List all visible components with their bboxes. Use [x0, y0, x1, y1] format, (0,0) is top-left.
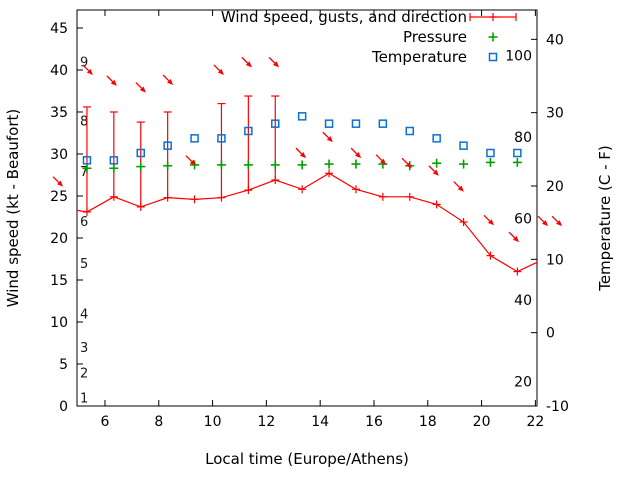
x-axis-ticks: 6 8 10 12 14 16 18 20 22	[101, 10, 544, 430]
svg-text:20: 20	[514, 375, 532, 391]
svg-text:16: 16	[365, 414, 383, 430]
y-right-axis-title: Temperature (C - F)	[596, 145, 614, 292]
svg-text:35: 35	[50, 105, 68, 121]
y-left-ticks: 0 5 10 15 20 25 30 35 40 45	[50, 21, 83, 415]
svg-text:10: 10	[546, 252, 564, 268]
svg-text:100: 100	[505, 49, 532, 65]
svg-text:18: 18	[419, 414, 437, 430]
legend-wind-label: Wind speed, gusts, and direction	[221, 8, 467, 26]
legend: Wind speed, gusts, and direction Pressur…	[221, 8, 467, 66]
svg-text:5: 5	[80, 257, 88, 272]
pressure-points	[82, 157, 522, 173]
svg-text:20: 20	[50, 231, 68, 247]
chart-graphics: 6 8 10 12 14 16 18 20 22051015202530354045-10010…	[50, 9, 569, 430]
svg-text:14: 14	[311, 414, 329, 430]
svg-text:0: 0	[59, 399, 68, 415]
wind-speed-line	[76, 169, 538, 276]
svg-text:20: 20	[473, 414, 491, 430]
beaufort-scale-labels: 1 2 3 4 5 6 7 8 9	[80, 56, 88, 407]
wind-gust-bars	[82, 95, 280, 212]
svg-text:8: 8	[80, 114, 88, 129]
temperature-points	[82, 112, 522, 165]
fahrenheit-scale-labels: 20 40 60 80 100	[505, 49, 532, 391]
svg-text:5: 5	[59, 357, 68, 373]
svg-text:10: 10	[50, 315, 68, 331]
wind-direction-arrows	[52, 56, 563, 243]
svg-text:9: 9	[80, 56, 88, 71]
svg-text:1: 1	[80, 392, 88, 407]
svg-text:10: 10	[204, 414, 222, 430]
svg-text:12: 12	[257, 414, 275, 430]
svg-text:6: 6	[80, 215, 88, 230]
svg-text:40: 40	[50, 63, 68, 79]
svg-text:45: 45	[50, 21, 68, 37]
y-left-axis-title: Wind speed (kt - Beaufort)	[4, 109, 22, 308]
svg-text:-10: -10	[546, 399, 569, 415]
svg-text:40: 40	[514, 293, 532, 309]
svg-text:3: 3	[80, 341, 88, 356]
svg-text:60: 60	[514, 212, 532, 228]
svg-text:4: 4	[80, 308, 88, 323]
svg-text:20: 20	[546, 179, 564, 195]
x-axis-title: Local time (Europe/Athens)	[205, 450, 409, 468]
svg-text:0: 0	[546, 326, 555, 342]
legend-temperature-label: Temperature	[371, 48, 467, 66]
svg-text:15: 15	[50, 273, 68, 289]
svg-text:2: 2	[80, 366, 88, 381]
svg-text:30: 30	[546, 106, 564, 122]
svg-text:8: 8	[154, 414, 163, 430]
svg-text:40: 40	[546, 32, 564, 48]
svg-text:30: 30	[50, 147, 68, 163]
svg-text:22: 22	[526, 414, 544, 430]
svg-text:6: 6	[101, 414, 110, 430]
plot-border	[76, 9, 538, 407]
legend-pressure-label: Pressure	[403, 28, 467, 46]
legend-samples	[469, 13, 517, 62]
svg-text:7: 7	[80, 165, 88, 180]
svg-text:25: 25	[50, 189, 68, 205]
svg-text:80: 80	[514, 130, 532, 146]
y-right-ticks: -10 0 10 20 30 40	[531, 32, 569, 415]
